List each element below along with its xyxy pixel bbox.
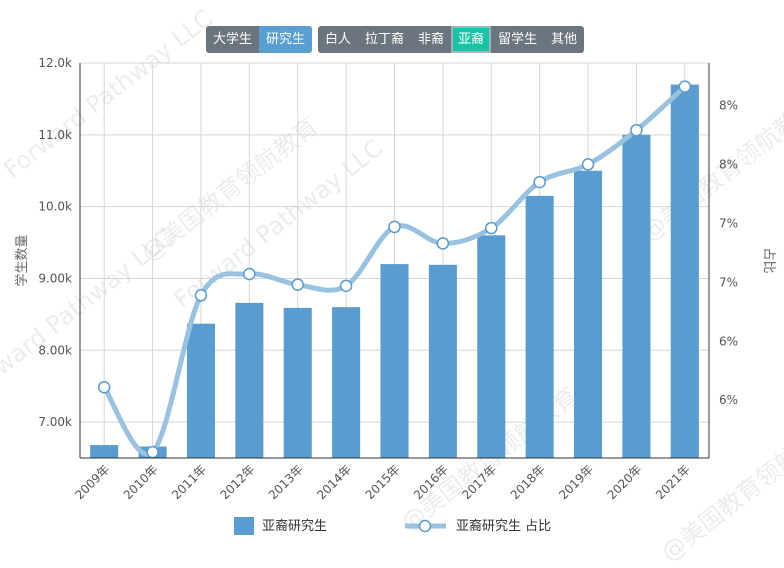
bar-2012年 [235, 302, 264, 458]
bar-2016年 [428, 264, 457, 458]
point-2011年 [194, 289, 208, 302]
race-filter-group: 白人 拉丁裔 非裔 亚裔 留学生 其他 [318, 26, 585, 53]
filter-intl-button[interactable]: 留学生 [498, 32, 538, 47]
x-tick-label: 2013年 [266, 462, 306, 502]
point-2009年 [97, 381, 111, 394]
bar-2011年 [186, 323, 215, 458]
x-tick-label: 2014年 [314, 462, 354, 502]
legend-line-marker [418, 519, 432, 533]
filter-graduate-button[interactable]: 研究生 [259, 26, 313, 53]
y-right-tick-label: 8% [719, 98, 738, 112]
x-tick-label: 2017年 [459, 462, 499, 502]
x-tick-label: 2019年 [556, 462, 596, 502]
bar-2009年 [90, 445, 119, 458]
x-tick-label: 2021年 [653, 462, 693, 502]
y-right-tick-label: 7% [719, 275, 738, 289]
x-tick-label: 2011年 [169, 462, 209, 502]
legend: 亚裔研究生 亚裔研究生 占比 [234, 517, 551, 535]
y-right-tick-label: 6% [719, 334, 738, 348]
x-tick-label: 2016年 [411, 462, 451, 502]
level-filter-group: 大学生 研究生 [206, 26, 313, 53]
line-series [97, 80, 692, 459]
filter-white-button[interactable]: 白人 [325, 32, 352, 47]
x-tick-label: 2020年 [605, 462, 645, 502]
bars [90, 84, 699, 458]
bar-2013年 [283, 307, 312, 458]
filter-latino-button[interactable]: 拉丁裔 [365, 32, 405, 47]
point-2013年 [291, 278, 304, 291]
filter-asian-button[interactable]: 亚裔 [451, 26, 492, 53]
bar-2017年 [477, 235, 506, 458]
bar-2020年 [622, 134, 651, 458]
y-tick-label: 10.0k [38, 200, 72, 214]
y-right-tick-label: 6% [719, 393, 738, 407]
chart-svg: 7.00k 8.00k 9.00k 10.0k 11.0k 12.0k 2009年 2010年… [14, 56, 776, 535]
bar-2014年 [332, 307, 361, 458]
point-2020年 [630, 123, 643, 137]
x-tick-label: 2010年 [121, 462, 161, 502]
filter-undergrad-button[interactable]: 大学生 [213, 32, 253, 47]
point-2015年 [388, 220, 401, 234]
bar-2015年 [380, 264, 409, 458]
legend-line-label: 亚裔研究生 占比 [456, 518, 551, 534]
point-2010年 [146, 445, 159, 459]
filter-african-button[interactable]: 非裔 [418, 32, 445, 47]
y-tick-label: 11.0k [38, 128, 72, 142]
x-tick-label: 2012年 [217, 462, 257, 502]
point-2012年 [243, 267, 256, 281]
legend-bar-label: 亚裔研究生 [262, 518, 327, 534]
y-right-tick-label: 7% [719, 216, 738, 230]
point-2016年 [436, 237, 450, 250]
y-right-tick-label: 8% [719, 157, 738, 171]
y-tick-label: 8.00k [38, 343, 72, 357]
y-axis-right-title: 占比 [761, 247, 776, 273]
y-tick-label: 7.00k [38, 415, 72, 429]
bar-2018年 [525, 195, 554, 458]
point-2014年 [339, 279, 353, 293]
y-axis-title: 学生数量 [14, 234, 30, 286]
y-tick-label: 12.0k [38, 56, 72, 70]
bar-2021年 [670, 84, 699, 458]
point-2021年 [678, 80, 692, 93]
filter-other-button[interactable]: 其他 [551, 32, 578, 47]
bar-2019年 [574, 170, 603, 458]
legend-bar-swatch [234, 517, 254, 535]
x-tick-label: 2009年 [72, 462, 112, 502]
point-2018年 [533, 175, 546, 189]
point-2019年 [581, 158, 595, 171]
y-tick-label: 9.00k [38, 271, 72, 285]
point-2017年 [485, 221, 498, 235]
x-tick-label: 2015年 [363, 462, 403, 502]
x-tick-label: 2018年 [508, 462, 548, 502]
